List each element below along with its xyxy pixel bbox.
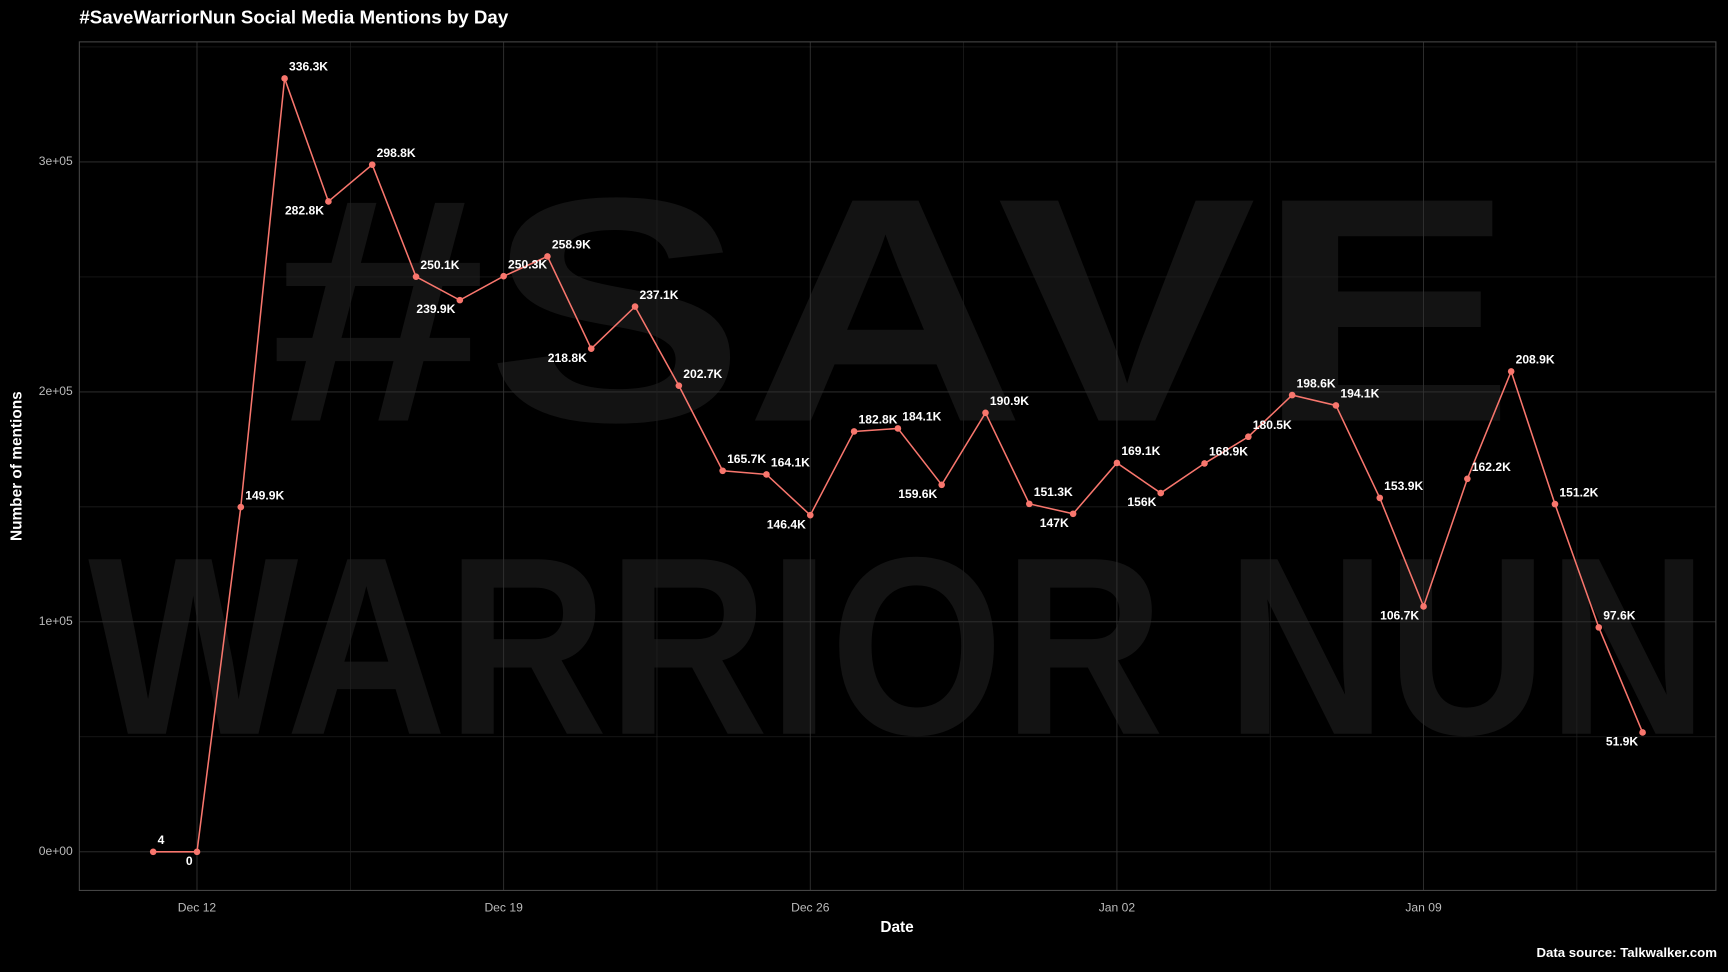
- data-label: 184.1K: [902, 410, 941, 424]
- data-label: 151.2K: [1559, 485, 1598, 499]
- data-point: [631, 303, 639, 310]
- data-point: [1069, 510, 1077, 518]
- data-point: [850, 428, 858, 435]
- data-point: [412, 273, 420, 280]
- data-label: 202.7K: [683, 367, 722, 381]
- data-label: 282.8K: [285, 204, 324, 218]
- y-tick-label: 3e+05: [39, 154, 73, 168]
- data-point: [544, 253, 551, 260]
- data-label: 146.4K: [767, 517, 806, 531]
- chart-title: #SaveWarriorNun Social Media Mentions by…: [79, 7, 509, 28]
- y-tick-label: 1e+05: [39, 614, 73, 628]
- data-point: [806, 511, 814, 519]
- data-label: 298.8K: [377, 146, 416, 160]
- data-label: 198.6K: [1297, 376, 1336, 390]
- data-label: 180.5K: [1253, 418, 1292, 432]
- data-point: [368, 161, 376, 168]
- data-label: 0: [186, 854, 193, 868]
- data-label: 239.9K: [416, 302, 455, 316]
- data-label: 162.2K: [1472, 460, 1511, 474]
- data-label: 151.3K: [1034, 485, 1073, 499]
- data-label: 156K: [1127, 495, 1156, 509]
- data-point: [237, 503, 245, 511]
- data-point: [281, 75, 288, 82]
- data-point: [1245, 433, 1252, 441]
- data-label: 97.6K: [1603, 609, 1636, 623]
- data-point: [1420, 603, 1427, 610]
- data-point: [1464, 475, 1471, 483]
- data-label: 165.7K: [727, 452, 766, 466]
- x-tick-label: Jan 09: [1405, 900, 1442, 914]
- data-point: [456, 296, 464, 304]
- y-tick-label: 0e+00: [39, 844, 73, 858]
- data-point: [1332, 402, 1340, 409]
- data-point: [894, 425, 902, 432]
- watermark: #SAVE: [270, 132, 1515, 489]
- data-label: 149.9K: [245, 488, 284, 502]
- data-point: [675, 382, 683, 389]
- data-label: 169.1K: [1121, 444, 1160, 458]
- data-label: 237.1K: [639, 288, 678, 302]
- data-point: [1639, 729, 1646, 736]
- data-label: 182.8K: [858, 413, 897, 427]
- data-point: [1595, 624, 1603, 631]
- data-label: 258.9K: [552, 238, 591, 252]
- data-point: [938, 481, 945, 489]
- y-tick-label: 2e+05: [39, 384, 73, 398]
- data-point: [193, 848, 201, 856]
- data-point: [325, 198, 332, 205]
- data-point: [500, 272, 507, 280]
- data-label: 250.3K: [508, 257, 547, 271]
- data-point: [149, 848, 157, 856]
- y-axis-label: Number of mentions: [9, 391, 26, 541]
- data-point: [1113, 459, 1121, 467]
- data-point: [1507, 368, 1515, 375]
- data-label: 4: [158, 833, 165, 847]
- watermark: WARRIOR NUN: [88, 505, 1708, 788]
- data-point: [1376, 494, 1384, 502]
- caption: Data source: Talkwalker.com: [1536, 945, 1717, 960]
- x-tick-label: Dec 26: [791, 900, 830, 914]
- data-label: 250.1K: [420, 258, 459, 272]
- data-label: 51.9K: [1606, 735, 1639, 749]
- panel-border: [78, 41, 1717, 891]
- data-label: 208.9K: [1516, 353, 1555, 367]
- data-point: [982, 409, 989, 417]
- data-point: [763, 471, 770, 478]
- data-label: 106.7K: [1380, 609, 1419, 623]
- data-label: 159.6K: [898, 487, 937, 501]
- data-point: [1551, 500, 1559, 508]
- data-point: [1201, 460, 1208, 467]
- data-point: [719, 467, 726, 475]
- data-point: [1026, 500, 1033, 508]
- data-label: 218.8K: [548, 351, 587, 365]
- x-tick-label: Dec 19: [484, 900, 523, 914]
- data-label: 168.9K: [1209, 445, 1248, 459]
- data-label: 164.1K: [771, 456, 810, 470]
- data-label: 190.9K: [990, 394, 1029, 408]
- data-label: 147K: [1040, 516, 1069, 530]
- data-point: [1288, 391, 1296, 399]
- data-point: [587, 345, 595, 352]
- data-label: 336.3K: [289, 60, 328, 74]
- x-axis-label: Date: [880, 919, 914, 936]
- data-point: [1157, 489, 1165, 497]
- x-tick-label: Jan 02: [1099, 900, 1136, 914]
- x-tick-label: Dec 12: [178, 900, 217, 914]
- data-label: 153.9K: [1384, 479, 1423, 493]
- data-label: 194.1K: [1340, 387, 1379, 401]
